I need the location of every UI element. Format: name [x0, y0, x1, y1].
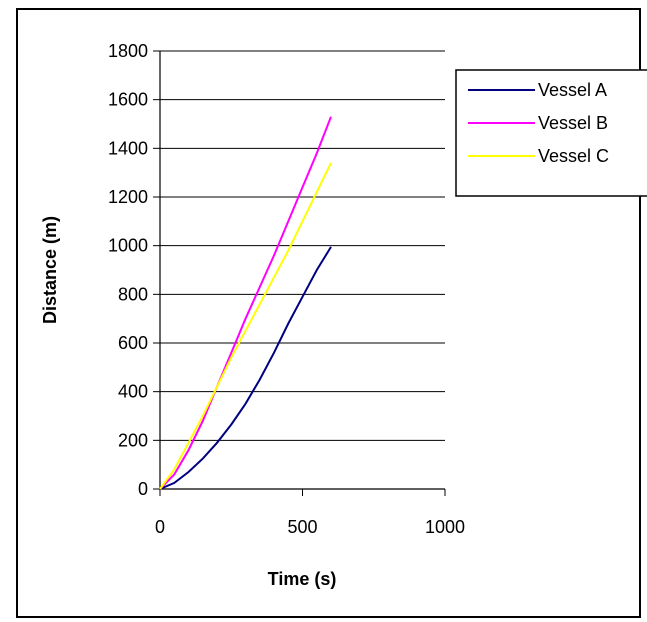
series-line-vessel-b [159, 116, 332, 490]
series-lines [159, 116, 332, 490]
legend-label-vessel-b: Vessel B [538, 113, 608, 133]
legend-label-vessel-c: Vessel C [538, 146, 609, 166]
series-line-vessel-a [159, 246, 332, 490]
legend: Vessel A Vessel B Vessel C [455, 69, 647, 197]
y-tick-label: 800 [118, 284, 148, 304]
y-axis-title: Distance (m) [40, 216, 60, 324]
axes: 0 200 400 600 800 1000 1200 1400 1600 1800 0 500 100… [108, 41, 465, 537]
y-tick-label: 0 [138, 479, 148, 499]
y-tick-label: 1400 [108, 138, 148, 158]
legend-label-vessel-a: Vessel A [538, 80, 607, 100]
x-tick-label: 500 [287, 517, 317, 537]
y-tick-label: 1800 [108, 41, 148, 61]
y-tick-label: 400 [118, 382, 148, 402]
x-tick-label: 1000 [425, 517, 465, 537]
series-line-vessel-c [159, 162, 332, 490]
y-tick-label: 200 [118, 430, 148, 450]
y-tick-label: 1600 [108, 90, 148, 110]
x-axis-title: Time (s) [268, 569, 337, 589]
gridlines [160, 50, 445, 441]
x-tick-label: 0 [155, 517, 165, 537]
y-tick-label: 1000 [108, 236, 148, 256]
y-tick-label: 600 [118, 333, 148, 353]
y-tick-label: 1200 [108, 187, 148, 207]
